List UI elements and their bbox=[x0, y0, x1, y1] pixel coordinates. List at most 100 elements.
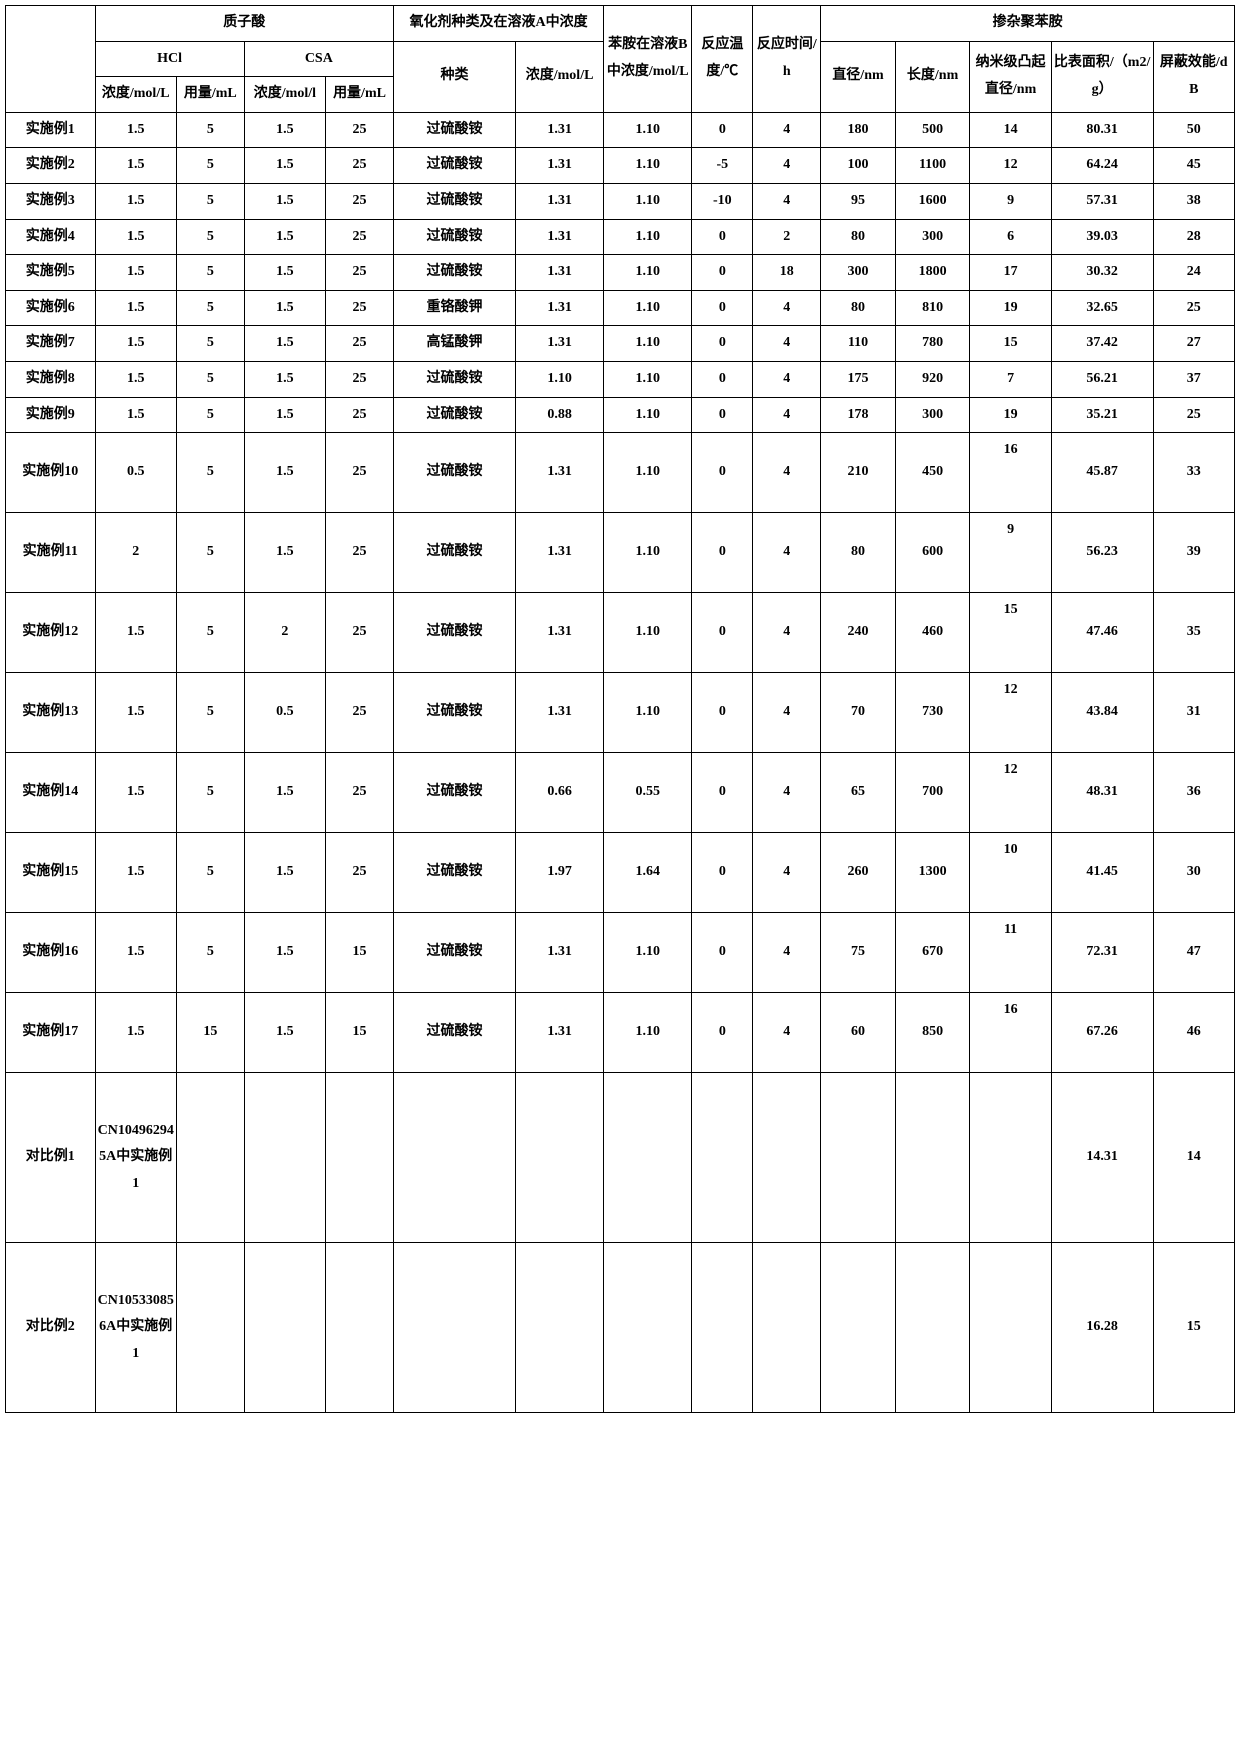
cell: 1.31 bbox=[516, 673, 604, 753]
cell: 1.5 bbox=[95, 593, 176, 673]
header-oxidant: 氧化剂种类及在溶液A中浓度 bbox=[393, 6, 603, 42]
cell bbox=[176, 1243, 244, 1413]
cell: 300 bbox=[895, 219, 970, 255]
cell: 24 bbox=[1153, 255, 1235, 291]
cell: 25 bbox=[326, 290, 394, 326]
cell: 1.5 bbox=[95, 753, 176, 833]
cell: 35.21 bbox=[1051, 397, 1153, 433]
cell: 4 bbox=[753, 513, 821, 593]
cell: 25 bbox=[326, 112, 394, 148]
cell: 14.31 bbox=[1051, 1073, 1153, 1243]
cell: 高锰酸钾 bbox=[393, 326, 515, 362]
cell: 46 bbox=[1153, 993, 1235, 1073]
table-body: 实施例11.551.525过硫酸铵1.311.10041805001480.31… bbox=[6, 112, 1235, 1412]
cell: 实施例13 bbox=[6, 673, 96, 753]
cell bbox=[604, 1073, 692, 1243]
cell: 4 bbox=[753, 673, 821, 753]
cell: 4 bbox=[753, 833, 821, 913]
cell: 25 bbox=[326, 433, 394, 513]
cell: 65 bbox=[821, 753, 896, 833]
cell: 18 bbox=[753, 255, 821, 291]
cell: 1.5 bbox=[95, 148, 176, 184]
cell: 45 bbox=[1153, 148, 1235, 184]
cell: 过硫酸铵 bbox=[393, 833, 515, 913]
cell: 1.97 bbox=[516, 833, 604, 913]
cell: 80.31 bbox=[1051, 112, 1153, 148]
cell: 16.28 bbox=[1051, 1243, 1153, 1413]
cell: 实施例6 bbox=[6, 290, 96, 326]
cell: 27 bbox=[1153, 326, 1235, 362]
cell: 5 bbox=[176, 290, 244, 326]
table-row: 实施例11251.525过硫酸铵1.311.100480600956.2339 bbox=[6, 513, 1235, 593]
cell: 260 bbox=[821, 833, 896, 913]
cell: 9 bbox=[970, 183, 1051, 219]
cell: 5 bbox=[176, 913, 244, 993]
cell: 1.10 bbox=[604, 397, 692, 433]
header-surface: 比表面积/（m2/g） bbox=[1051, 41, 1153, 112]
cell: 1.5 bbox=[244, 513, 325, 593]
cell: 300 bbox=[821, 255, 896, 291]
table-header: 质子酸 氧化剂种类及在溶液A中浓度 苯胺在溶液B中浓度/mol/L 反应温度/℃… bbox=[6, 6, 1235, 113]
cell bbox=[970, 1073, 1051, 1243]
cell: 1.31 bbox=[516, 433, 604, 513]
cell: 920 bbox=[895, 361, 970, 397]
cell bbox=[326, 1073, 394, 1243]
cell: 56.23 bbox=[1051, 513, 1153, 593]
cell: 5 bbox=[176, 397, 244, 433]
cell: 过硫酸铵 bbox=[393, 753, 515, 833]
cell: 1300 bbox=[895, 833, 970, 913]
cell: 16 bbox=[970, 993, 1051, 1073]
table-row: 对比例1CN10496294 5A中实施例114.3114 bbox=[6, 1073, 1235, 1243]
cell: 1.31 bbox=[516, 913, 604, 993]
cell: 450 bbox=[895, 433, 970, 513]
cell: 36 bbox=[1153, 753, 1235, 833]
cell: 1.31 bbox=[516, 326, 604, 362]
cell: 0 bbox=[692, 219, 753, 255]
cell: 32.65 bbox=[1051, 290, 1153, 326]
header-hcl: HCl bbox=[95, 41, 244, 77]
cell: 41.45 bbox=[1051, 833, 1153, 913]
table-row: 实施例51.551.525过硫酸铵1.311.1001830018001730.… bbox=[6, 255, 1235, 291]
cell: 1600 bbox=[895, 183, 970, 219]
cell: 25 bbox=[326, 326, 394, 362]
cell bbox=[895, 1073, 970, 1243]
cell: 1.10 bbox=[604, 326, 692, 362]
cell: 0 bbox=[692, 433, 753, 513]
cell: 460 bbox=[895, 593, 970, 673]
cell: 4 bbox=[753, 148, 821, 184]
cell: 1.5 bbox=[244, 753, 325, 833]
header-hcl-conc: 浓度/mol/L bbox=[95, 77, 176, 113]
cell: 1.5 bbox=[244, 112, 325, 148]
table-row: 实施例141.551.525过硫酸铵0.660.5504657001248.31… bbox=[6, 753, 1235, 833]
cell: 5 bbox=[176, 255, 244, 291]
cell bbox=[753, 1073, 821, 1243]
cell bbox=[516, 1073, 604, 1243]
cell: 780 bbox=[895, 326, 970, 362]
table-row: 实施例151.551.525过硫酸铵1.971.640426013001041.… bbox=[6, 833, 1235, 913]
table-row: 实施例121.55225过硫酸铵1.311.10042404601547.463… bbox=[6, 593, 1235, 673]
cell: 1.10 bbox=[604, 219, 692, 255]
table-row: 实施例41.551.525过硫酸铵1.311.100280300639.0328 bbox=[6, 219, 1235, 255]
cell: 1.10 bbox=[516, 361, 604, 397]
cell: 670 bbox=[895, 913, 970, 993]
cell: 1100 bbox=[895, 148, 970, 184]
cell: 39.03 bbox=[1051, 219, 1153, 255]
cell: 1.5 bbox=[95, 183, 176, 219]
cell: 4 bbox=[753, 993, 821, 1073]
cell: 0 bbox=[692, 593, 753, 673]
cell: 240 bbox=[821, 593, 896, 673]
cell: 1.10 bbox=[604, 913, 692, 993]
data-table: 质子酸 氧化剂种类及在溶液A中浓度 苯胺在溶液B中浓度/mol/L 反应温度/℃… bbox=[5, 5, 1235, 1413]
cell: 实施例9 bbox=[6, 397, 96, 433]
table-row: 实施例131.550.525过硫酸铵1.311.1004707301243.84… bbox=[6, 673, 1235, 753]
cell: 1.10 bbox=[604, 513, 692, 593]
cell: 1.5 bbox=[95, 397, 176, 433]
cell: 1.5 bbox=[244, 361, 325, 397]
cell: 1.31 bbox=[516, 112, 604, 148]
cell: 1.5 bbox=[244, 993, 325, 1073]
cell: 过硫酸铵 bbox=[393, 433, 515, 513]
cell: 过硫酸铵 bbox=[393, 183, 515, 219]
cell bbox=[821, 1073, 896, 1243]
cell: 0 bbox=[692, 993, 753, 1073]
table-row: 实施例100.551.525过硫酸铵1.311.10042104501645.8… bbox=[6, 433, 1235, 513]
